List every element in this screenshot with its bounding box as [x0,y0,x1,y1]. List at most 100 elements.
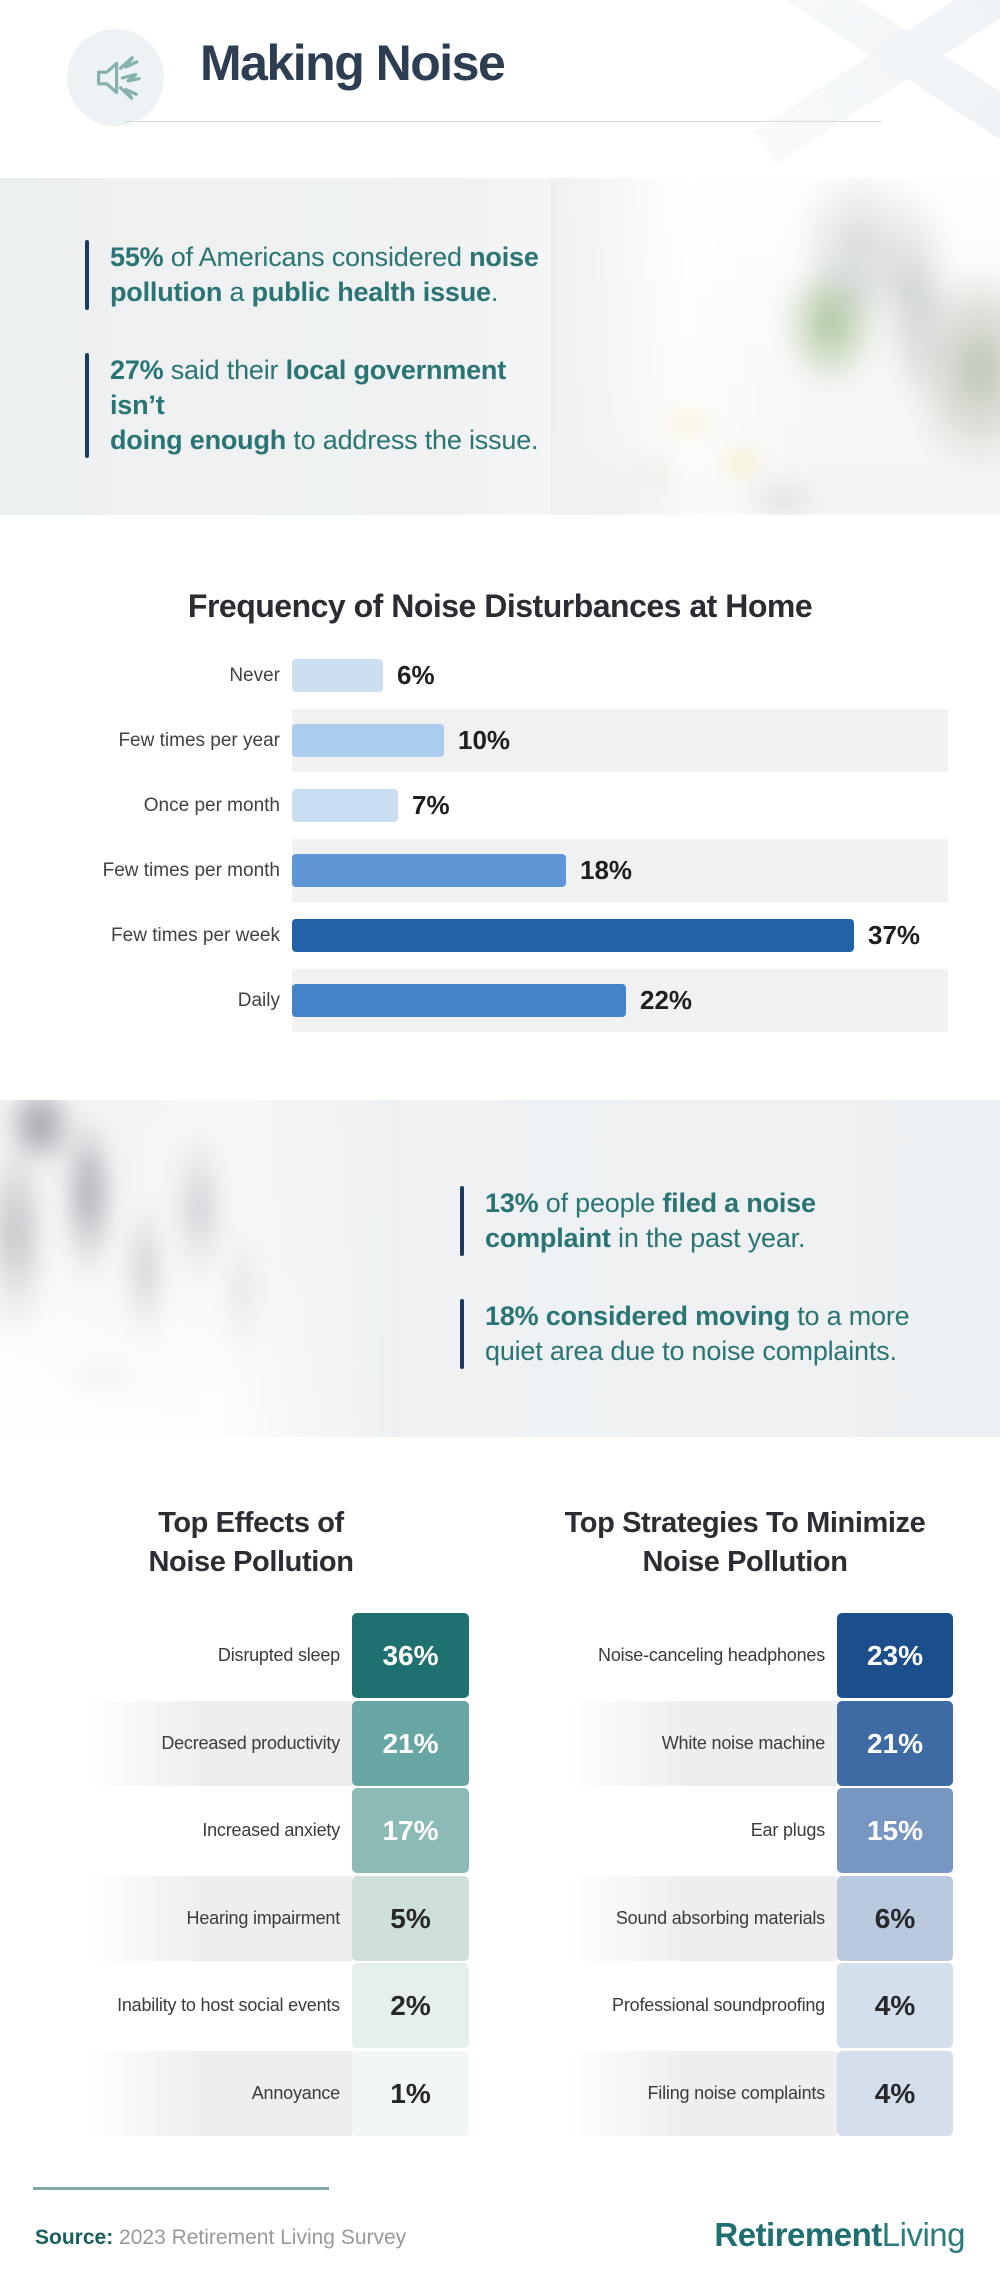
stat-band-crowd [0,1100,1000,1437]
table-row-label: Inability to host social events [117,1995,340,2015]
table-percent-box: 6% [837,1876,953,1961]
chart-category-label: Few times per year [118,730,280,751]
stat-text-bold: 55% [110,242,164,272]
table-row-stripe [85,1876,352,1961]
table-row: Decreased productivity 21% [0,1701,1000,1786]
stat-text: 27% said their local government isn’t doi… [110,353,565,458]
stat-text: 55% of Americans considered noise polluti… [110,240,539,310]
table-row-label: White noise machine [661,1733,825,1753]
chart-bar [292,854,566,887]
stat-text-normal: to a more [789,1301,910,1331]
table-percent-box: 4% [837,2051,953,2136]
stat-accent-bar [85,240,89,310]
table-percent-box: 36% [352,1613,469,1698]
effects-table-title-line1: Top Effects of [158,1507,344,1539]
stat-text-normal: quiet area due to noise complaints. [485,1336,897,1366]
stat-line: 55% of Americans considered noise [110,240,539,275]
stat-text: 13% of people filed a noise complaint in … [485,1186,816,1256]
chart-value-label: 22% [640,985,693,1015]
table-row: Professional soundproofing 4% [0,1963,1000,2048]
chart-value-label: 37% [868,920,921,950]
table-row: Noise-canceling headphones 23% [0,1613,1000,1698]
table-percent-box: 23% [837,1613,953,1698]
chart-row: Few times per month 18% [0,838,1000,903]
stat-text-bold: 18% considered moving [485,1301,790,1331]
stat-text-bold: complaint [485,1223,611,1253]
x-decoration [753,0,1000,170]
table-row-label: Ear plugs [750,1820,825,1840]
stat-text-bold: noise [469,242,539,272]
table-row-label: Disrupted sleep [217,1645,340,1665]
stat-line: 18% considered moving to a more [485,1299,910,1334]
table-row-label: Hearing impairment [186,1908,341,1928]
table-row: Annoyance 1% [0,2051,1000,2136]
stat-text-bold: doing enough [110,425,287,455]
table-percent-box: 15% [837,1788,953,1873]
chart-category-label: Few times per week [111,925,280,946]
stat-accent-bar [85,353,89,458]
table-row-label: Decreased productivity [161,1733,340,1753]
stat-line: pollution a public health issue. [110,275,539,310]
stat-line: quiet area due to noise complaints. [485,1334,909,1369]
strategies-table-title-line2: Noise Pollution [642,1546,848,1578]
chart-row: Few times per year 10% [0,708,1000,773]
table-row-label: Noise-canceling headphones [598,1645,825,1665]
table-row-label: Annoyance [251,2083,340,2103]
chart-value-label: 6% [397,660,435,690]
megaphone-icon-badge [67,29,164,126]
city-street-photo-blur [550,178,1000,515]
stat-text-normal: a [222,277,252,307]
table-row: Hearing impairment 5% [0,1876,1000,1961]
table-row: Increased anxiety 17% [0,1788,1000,1873]
source-label: Source: [35,2226,114,2249]
megaphone-icon [96,55,141,100]
table-percent-box: 2% [352,1963,469,2048]
source-text: 2023 Retirement Living Survey [119,2226,407,2249]
header-divider [125,121,882,122]
stat-line: complaint in the past year. [485,1221,816,1256]
table-percent-box: 17% [352,1788,469,1873]
chart-category-label: Daily [237,990,280,1011]
noise-frequency-chart: Never 6% Few times per year 10% Once per mon… [0,643,1000,1033]
stats-top: 55% of Americans considered noise polluti… [85,240,565,501]
retirement-living-logo: RetirementLiving [714,2216,965,2254]
stat-line: 13% of people filed a noise [485,1186,816,1221]
stat-accent-bar [460,1186,464,1256]
stat-text-normal: . [490,277,499,307]
chart-category-label: Once per month [143,795,280,816]
chart-category-label: Never [229,665,280,686]
stat-text-normal: of Americans considered [163,242,470,272]
crowd-photo [0,1100,400,1437]
chart-row: Never 6% [0,643,1000,708]
table-row: Filing noise complaints 4% [0,2051,1000,2136]
stat-text-bold: public health issue [251,277,491,307]
stat-text-bold: 27% [110,355,164,385]
stat-line: doing enough to address the issue. [110,423,565,458]
stat-text-bold: pollution [110,277,223,307]
chart-title: Frequency of Noise Disturbances at Home [187,588,813,624]
table-row: Disrupted sleep 36% [0,1613,1000,1698]
stat-text-normal: in the past year. [610,1223,806,1253]
table-percent-box: 21% [352,1701,469,1786]
chart-bar [292,659,383,692]
table-percent-box: 5% [352,1876,469,1961]
stat-line: 27% said their local government isn’t [110,353,565,423]
stat-text-bold: 13% [485,1188,539,1218]
source-note: Source: 2023 Retirement Living Survey [35,2226,406,2250]
chart-row: Few times per week 37% [0,903,1000,968]
chart-row: Daily 22% [0,968,1000,1033]
x-decoration-bar [753,0,1000,165]
chart-value-label: 10% [458,725,511,755]
stats-mid: 13% of people filed a noise complaint in … [460,1186,940,1412]
table-row-label: Increased anxiety [202,1820,340,1840]
chart-bar [292,724,444,757]
table-row-stripe [568,2051,837,2136]
strategies-table-title-line1: Top Strategies To Minimize [564,1507,926,1539]
stat-band-city [0,178,1000,515]
page-title: Making Noise [200,35,506,91]
stat-accent-bar [460,1299,464,1369]
strategies-table-title: Top Strategies To Minimize Noise Polluti… [545,1504,945,1582]
logo-bold-part: Retirement [714,2216,882,2253]
stat-text: 18% considered moving to a more quiet are… [485,1299,910,1369]
